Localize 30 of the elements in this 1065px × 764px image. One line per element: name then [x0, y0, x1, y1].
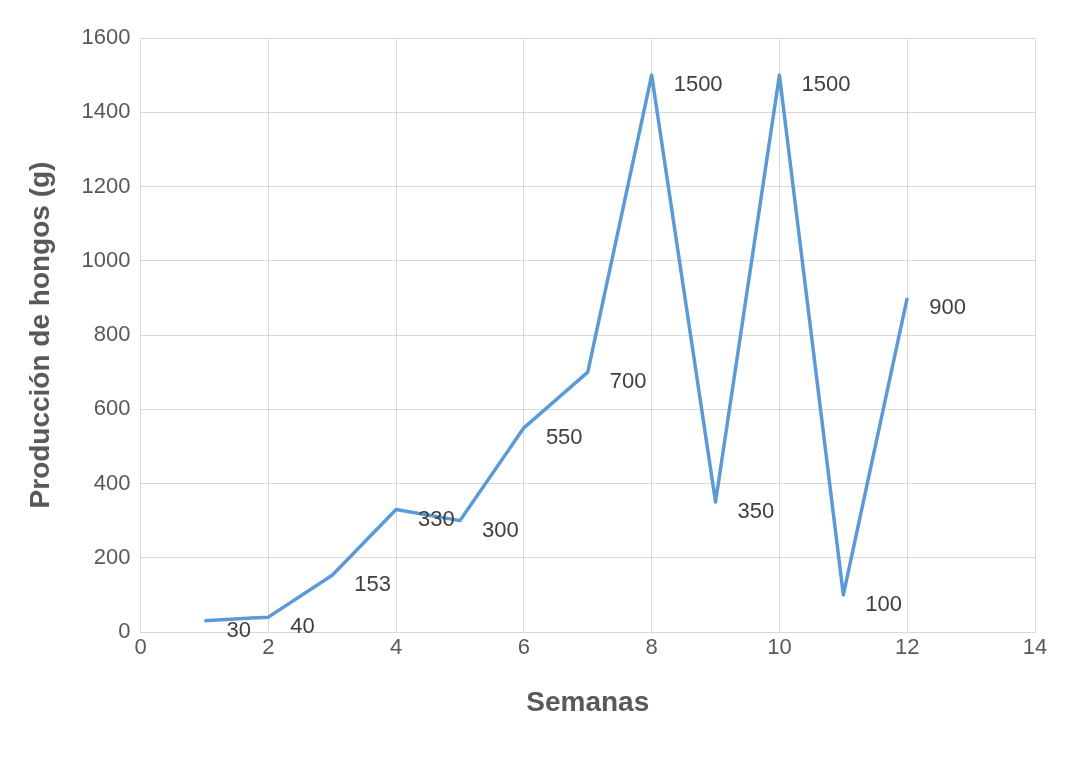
x-tick-label: 12 [894, 634, 920, 660]
data-label: 153 [354, 571, 391, 597]
x-tick-label: 10 [767, 634, 792, 660]
x-tick-label: 14 [1022, 634, 1048, 660]
y-axis-title: Producción de hongos (g) [23, 161, 55, 509]
data-label: 300 [481, 516, 519, 542]
data-label: 350 [737, 498, 775, 524]
x-tick-label: 6 [517, 634, 531, 660]
data-label: 30 [226, 616, 251, 642]
y-tick-label: 600 [93, 395, 131, 421]
data-label: 700 [609, 368, 647, 394]
data-label: 550 [545, 423, 583, 449]
data-label: 900 [929, 293, 966, 319]
data-label: 1500 [801, 71, 851, 97]
y-tick-label: 400 [93, 469, 131, 495]
y-tick-label: 800 [93, 321, 131, 347]
x-tick-label: 8 [645, 634, 658, 660]
y-tick-label: 1600 [81, 24, 131, 50]
y-tick-label: 0 [118, 618, 131, 644]
y-tick-label: 1400 [81, 98, 131, 124]
data-label: 40 [290, 613, 315, 639]
data-label: 1500 [673, 71, 723, 97]
x-tick-label: 4 [389, 634, 403, 660]
x-axis-title: Semanas [526, 685, 650, 717]
y-tick-label: 1200 [81, 172, 131, 198]
y-tick-label: 1000 [81, 246, 131, 272]
x-tick-label: 0 [134, 634, 147, 660]
data-label: 100 [865, 590, 903, 616]
x-tick-label: 2 [262, 634, 275, 660]
y-tick-label: 200 [93, 543, 131, 569]
